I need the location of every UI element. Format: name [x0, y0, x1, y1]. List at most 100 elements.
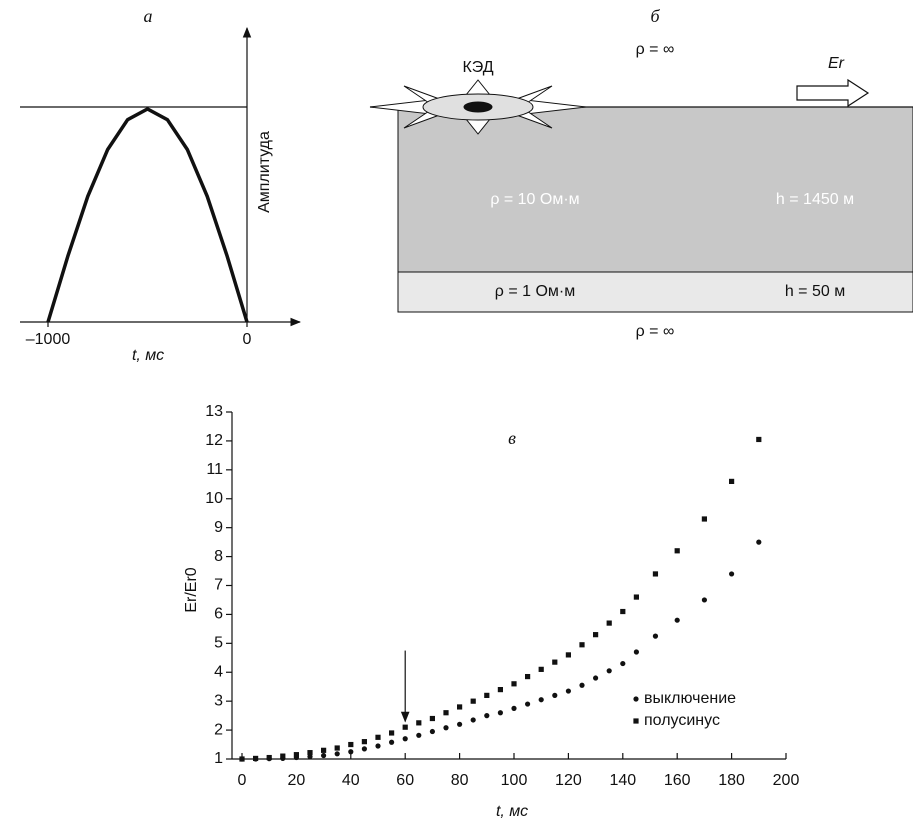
point — [334, 751, 340, 757]
point — [652, 571, 659, 577]
layer-2 — [397, 271, 913, 313]
y-axis-label: Er/Er0 — [183, 567, 200, 612]
layer-label: h = 1450 м — [776, 191, 854, 208]
point — [674, 548, 680, 554]
point — [389, 739, 395, 745]
x-tick-label: 80 — [451, 772, 469, 789]
layer-label: h = 50 м — [785, 283, 845, 300]
x-tick-label: 140 — [609, 772, 636, 789]
field-arrow — [796, 78, 870, 108]
point — [538, 666, 544, 672]
medium-label: ρ = ∞ — [636, 323, 675, 340]
panel-title: б — [650, 6, 660, 26]
x-tick-label: 100 — [501, 772, 528, 789]
legend-label: полусинус — [644, 712, 720, 729]
point — [402, 736, 408, 742]
point — [756, 436, 762, 443]
y-tick-label: 9 — [214, 519, 223, 536]
point — [729, 571, 735, 577]
point — [497, 710, 503, 716]
point — [756, 539, 762, 545]
point — [389, 730, 395, 736]
x-tick-label: 20 — [288, 772, 306, 789]
point — [361, 746, 367, 752]
point — [674, 617, 680, 623]
x-tick-label: 180 — [718, 772, 745, 789]
point — [375, 743, 381, 749]
panel-title: а — [144, 6, 153, 26]
legend-marker — [633, 718, 639, 724]
point — [511, 705, 517, 711]
y-tick-label: 10 — [205, 490, 223, 507]
point — [348, 749, 354, 755]
diagram: б ρ = ∞ КЭД Er ρ = 10 Ом·м h = 1450 м ρ … — [369, 6, 913, 340]
point — [457, 721, 463, 727]
point — [484, 713, 490, 719]
point — [729, 478, 735, 484]
y-tick-label: 12 — [205, 432, 223, 449]
y-tick-label: 11 — [206, 461, 223, 478]
point — [511, 681, 517, 687]
legend-label: выключение — [644, 690, 736, 707]
source-icon — [369, 79, 587, 135]
layer-1 — [397, 106, 913, 273]
point — [552, 659, 558, 665]
point — [402, 724, 408, 730]
point — [429, 728, 435, 735]
point — [579, 642, 585, 648]
point — [361, 739, 367, 745]
point — [375, 734, 381, 740]
point — [633, 594, 639, 600]
point — [348, 741, 354, 748]
panel-title: в — [508, 428, 516, 448]
point — [429, 715, 435, 722]
layer-label: ρ = 10 Ом·м — [490, 191, 579, 208]
point — [307, 754, 313, 760]
x-tick-label: 120 — [555, 772, 582, 789]
point — [620, 608, 626, 615]
point — [538, 697, 544, 703]
point — [443, 725, 449, 731]
x-tick-label: –1000 — [26, 331, 71, 348]
y-tick-label: 3 — [214, 692, 223, 709]
x-tick-label: 160 — [664, 772, 691, 789]
y-tick-label: 13 — [205, 403, 223, 420]
point — [593, 632, 599, 638]
point — [579, 682, 585, 688]
y-tick-label: 6 — [214, 606, 223, 623]
x-tick-label: 0 — [238, 772, 247, 789]
point — [334, 745, 340, 751]
point — [470, 698, 476, 704]
point — [565, 652, 571, 658]
point — [266, 754, 272, 761]
y-tick-label: 2 — [214, 721, 223, 738]
point — [239, 756, 245, 762]
y-tick-label: 8 — [214, 548, 223, 565]
point — [701, 597, 708, 603]
point — [606, 668, 612, 674]
point — [307, 750, 313, 756]
x-axis-label: t, мс — [132, 347, 164, 364]
point — [525, 701, 531, 707]
point — [443, 710, 449, 716]
layer-label: ρ = 1 Ом·м — [495, 283, 575, 300]
y-tick-label: 5 — [214, 635, 223, 652]
point — [620, 660, 626, 667]
y-tick-label: 1 — [214, 750, 223, 767]
y-tick-label: 7 — [214, 577, 223, 594]
x-tick-label: 60 — [396, 772, 414, 789]
y-tick-label: 4 — [214, 663, 223, 680]
point — [416, 732, 422, 738]
point — [652, 633, 659, 639]
x-tick-label: 200 — [773, 772, 800, 789]
point — [321, 752, 327, 759]
source-label: КЭД — [462, 59, 493, 76]
point — [416, 720, 422, 726]
y-axis-label: Амплитуда — [256, 131, 273, 213]
point — [321, 747, 327, 753]
point — [525, 673, 531, 680]
point — [593, 675, 599, 681]
point — [552, 692, 558, 698]
curve — [46, 107, 249, 323]
